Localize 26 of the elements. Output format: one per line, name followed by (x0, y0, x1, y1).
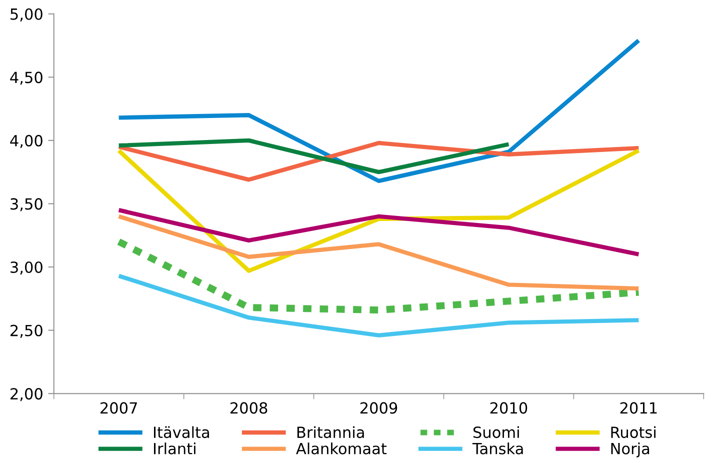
y-tick-label: 2,00 (10, 388, 42, 402)
legend-label: Suomi (473, 426, 519, 438)
y-tick-label: 4,50 (10, 72, 42, 85)
legend-label: Norja (611, 442, 650, 458)
legend-label: Ruotsi (611, 426, 656, 438)
legend-label: Tanska (472, 442, 523, 454)
legend-label: Alankomaat (296, 442, 387, 454)
line-series (116, 140, 641, 182)
legend-label: Itävalta (154, 426, 209, 438)
line-series (116, 274, 641, 338)
x-tick-label: 2011 (620, 402, 657, 414)
y-tick-label: 5,00 (10, 8, 42, 22)
x-tick-label: 2007 (100, 402, 137, 414)
line-series (116, 214, 641, 291)
legend-label: Britannia (297, 426, 364, 438)
y-tick-label: 3,00 (10, 261, 42, 275)
y-tick-label: 2,50 (10, 324, 42, 338)
y-tick-label: 4,00 (10, 134, 42, 148)
x-tick-label: 2009 (360, 402, 398, 414)
x-tick-label: 2010 (490, 402, 528, 414)
line-series (116, 208, 641, 256)
line-series (116, 38, 641, 184)
line-series (116, 138, 511, 174)
x-tick-label: 2008 (230, 402, 268, 414)
y-tick-label: 3,50 (10, 198, 42, 212)
legend-label: Irlanti (154, 442, 196, 454)
